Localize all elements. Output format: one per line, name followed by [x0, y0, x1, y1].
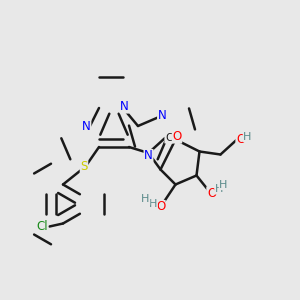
Text: H: H: [219, 179, 228, 190]
Text: O: O: [172, 130, 182, 143]
Text: N: N: [144, 149, 153, 163]
Text: N: N: [82, 119, 91, 133]
Text: H: H: [243, 131, 252, 142]
Text: H: H: [141, 194, 150, 205]
Text: S: S: [80, 160, 88, 173]
Text: O: O: [207, 187, 216, 200]
Text: C: C: [165, 133, 172, 143]
Text: H: H: [215, 184, 223, 194]
Text: N: N: [120, 100, 129, 113]
Text: O: O: [236, 133, 245, 146]
Text: N: N: [158, 109, 166, 122]
Text: H: H: [149, 199, 157, 209]
Text: O: O: [156, 200, 165, 214]
Text: Cl: Cl: [36, 220, 48, 233]
